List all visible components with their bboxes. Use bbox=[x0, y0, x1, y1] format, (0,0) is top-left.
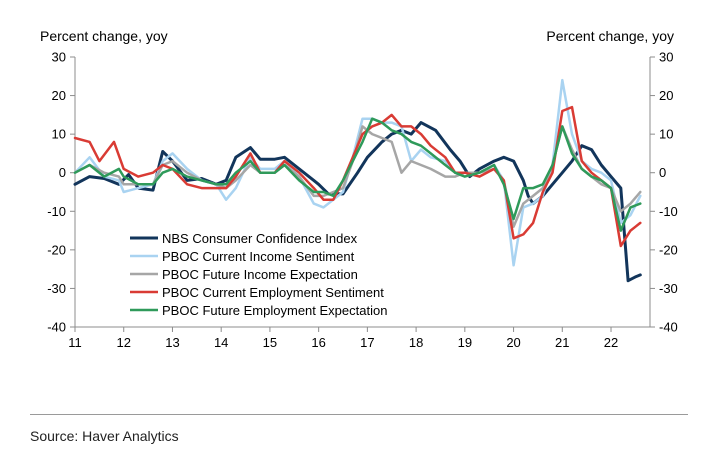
legend-label-2: PBOC Current Income Sentiment bbox=[162, 249, 355, 264]
y-tick-label-right: 30 bbox=[659, 50, 673, 65]
x-tick-label: 11 bbox=[68, 335, 82, 350]
y-axis-label-left: Percent change, yoy bbox=[40, 28, 168, 44]
y-tick-label-left: -40 bbox=[47, 320, 66, 335]
x-tick-label: 21 bbox=[555, 335, 569, 350]
legend-label-4: PBOC Current Employment Sentiment bbox=[162, 285, 384, 300]
y-tick-label-right: 20 bbox=[659, 88, 673, 103]
y-tick-label-left: 10 bbox=[52, 127, 66, 142]
y-tick-label-right: -30 bbox=[659, 281, 678, 296]
x-tick-label: 12 bbox=[116, 335, 130, 350]
y-tick-label-right: -10 bbox=[659, 204, 678, 219]
x-tick-label: 15 bbox=[263, 335, 277, 350]
y-axis-label-right: Percent change, yoy bbox=[546, 28, 674, 44]
legend-label-1: NBS Consumer Confidence Index bbox=[162, 231, 358, 246]
series-line-5 bbox=[73, 117, 642, 232]
x-tick-label: 18 bbox=[409, 335, 423, 350]
y-tick-label-right: 0 bbox=[659, 165, 666, 180]
y-tick-label-right: 10 bbox=[659, 127, 673, 142]
source-note: Source: Haver Analytics bbox=[30, 428, 179, 444]
x-tick-label: 22 bbox=[604, 335, 618, 350]
y-tick-label-right: -20 bbox=[659, 242, 678, 257]
y-tick-label-left: 0 bbox=[59, 165, 66, 180]
x-tick-label: 13 bbox=[165, 335, 179, 350]
legend-label-3: PBOC Future Income Expectation bbox=[162, 267, 358, 282]
x-tick-label: 14 bbox=[214, 335, 228, 350]
y-tick-label-left: 30 bbox=[52, 50, 66, 65]
x-tick-label: 17 bbox=[360, 335, 374, 350]
x-tick-label: 19 bbox=[458, 335, 472, 350]
y-tick-label-left: 20 bbox=[52, 88, 66, 103]
y-tick-label-right: -40 bbox=[659, 320, 678, 335]
legend-label-5: PBOC Future Employment Expectation bbox=[162, 303, 387, 318]
footer-divider bbox=[30, 414, 688, 415]
x-tick-label: 16 bbox=[311, 335, 325, 350]
y-tick-label-left: -10 bbox=[47, 204, 66, 219]
x-tick-label: 20 bbox=[506, 335, 520, 350]
y-tick-label-left: -20 bbox=[47, 242, 66, 257]
y-tick-label-left: -30 bbox=[47, 281, 66, 296]
